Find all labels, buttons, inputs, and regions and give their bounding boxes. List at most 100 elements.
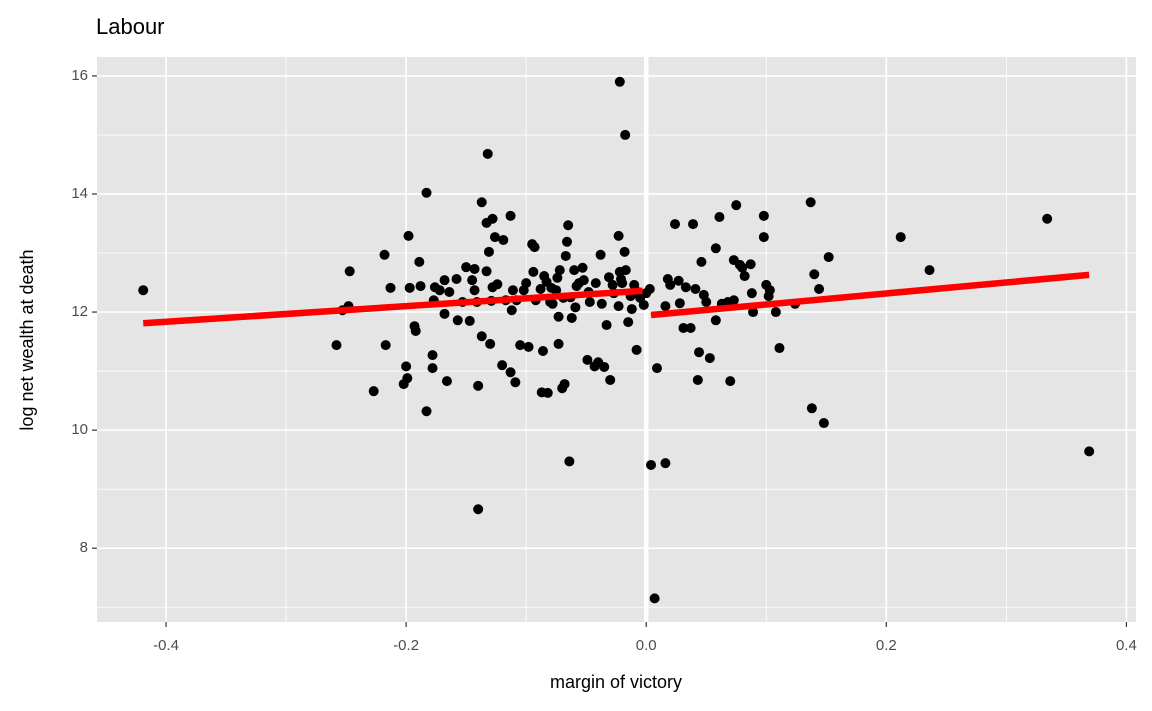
point [584, 297, 595, 308]
point [537, 346, 548, 357]
point [427, 350, 438, 361]
point [421, 187, 432, 198]
point [563, 220, 574, 231]
point [674, 298, 685, 309]
point [607, 279, 618, 290]
x-tick-label: 0.0 [636, 637, 657, 654]
y-axis-title: log net wealth at death [17, 249, 37, 430]
point [528, 266, 539, 277]
point [596, 298, 607, 309]
x-tick-label: -0.2 [393, 637, 419, 654]
point [535, 284, 546, 295]
point [649, 593, 660, 604]
point [547, 298, 558, 309]
point [385, 282, 396, 293]
point [506, 305, 517, 316]
point [599, 361, 610, 372]
point [451, 273, 462, 284]
point [552, 272, 563, 283]
point [403, 230, 414, 241]
point [660, 458, 671, 469]
point [626, 304, 637, 315]
point [402, 373, 413, 384]
point [814, 284, 825, 295]
point [554, 265, 565, 276]
point [680, 282, 691, 293]
point [690, 284, 701, 295]
point [631, 344, 642, 355]
point [770, 307, 781, 318]
point [410, 325, 421, 336]
point [685, 322, 696, 333]
point [434, 285, 445, 296]
point [561, 236, 572, 247]
point [673, 275, 684, 286]
point [505, 210, 516, 221]
point [601, 320, 612, 331]
point [469, 285, 480, 296]
panel [97, 57, 1136, 622]
point [523, 341, 534, 352]
point [379, 249, 390, 260]
point [806, 403, 817, 414]
x-tick-label: -0.4 [153, 637, 179, 654]
fit-line [143, 287, 643, 327]
point [578, 275, 589, 286]
point [473, 504, 484, 515]
point [481, 266, 492, 277]
point [818, 418, 829, 429]
point [380, 340, 391, 351]
point [678, 322, 689, 333]
point [421, 406, 432, 417]
point [415, 281, 426, 292]
point [613, 301, 624, 312]
point [444, 286, 455, 297]
point [701, 297, 712, 308]
point [505, 367, 516, 378]
x-axis-title: margin of victory [550, 672, 682, 692]
point [665, 279, 676, 290]
point [401, 361, 412, 372]
point [483, 246, 494, 257]
point [344, 266, 355, 277]
point [467, 275, 478, 286]
point [595, 249, 606, 260]
point [507, 285, 518, 296]
point [710, 243, 721, 254]
point [614, 76, 625, 87]
point [728, 295, 739, 306]
point [492, 279, 503, 290]
point [745, 259, 756, 270]
y-tick-label: 14 [71, 185, 88, 202]
point [748, 307, 759, 318]
point [498, 235, 509, 246]
point [805, 197, 816, 208]
point [924, 265, 935, 276]
point [688, 219, 699, 230]
point [646, 459, 657, 470]
point [623, 317, 634, 328]
point [469, 263, 480, 274]
point [452, 315, 463, 326]
point [895, 232, 906, 243]
point [559, 379, 570, 390]
point [553, 338, 564, 349]
point [439, 308, 450, 319]
point [619, 246, 630, 257]
point [590, 278, 601, 289]
x-tick-label: 0.2 [876, 637, 897, 654]
point [473, 380, 484, 391]
y-tick-label: 16 [71, 67, 88, 84]
point [746, 288, 757, 299]
point [515, 340, 526, 351]
y-tick-label: 12 [71, 303, 88, 320]
point [714, 211, 725, 222]
point [566, 312, 577, 323]
point [638, 299, 649, 310]
point [510, 377, 521, 388]
point [692, 374, 703, 385]
point [570, 302, 581, 313]
point [620, 129, 631, 140]
point [497, 360, 508, 371]
